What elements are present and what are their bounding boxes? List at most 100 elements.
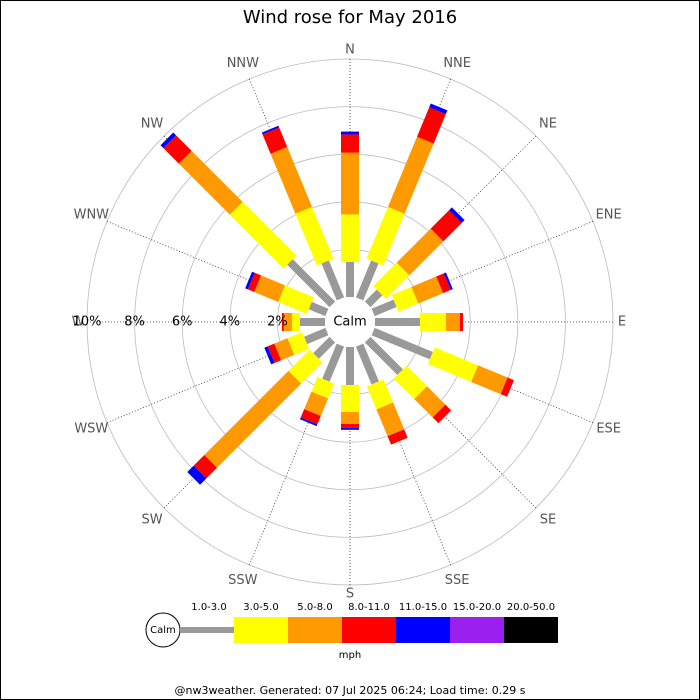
bar-segment	[387, 429, 408, 445]
bar-segment	[281, 313, 284, 331]
bar-segment	[374, 318, 420, 326]
bar-segment	[313, 336, 336, 359]
bar-segment	[204, 370, 302, 468]
bar-segment	[278, 285, 314, 314]
bar-segment	[341, 152, 359, 215]
direction-label: NNE	[443, 56, 471, 71]
bar-segment	[393, 365, 428, 400]
bar-segment	[436, 273, 451, 294]
direction-label: N	[345, 43, 355, 58]
bar-segment	[346, 347, 354, 386]
bar-segment	[373, 262, 410, 299]
bar-segment	[355, 343, 379, 385]
bar-segment	[341, 385, 359, 412]
bar-segment	[430, 210, 462, 242]
direction-label: WSW	[74, 422, 108, 437]
bar-segment	[267, 343, 282, 364]
bar-segment	[411, 276, 444, 304]
bar-segment	[341, 423, 359, 428]
bar-segment	[427, 347, 479, 382]
bar-segment	[308, 301, 329, 317]
bar-segment	[187, 465, 207, 485]
bar-segment	[321, 260, 345, 301]
bar-segment	[396, 228, 444, 276]
y-tick-label: 10%	[73, 315, 102, 330]
bar-segment	[229, 201, 297, 269]
bar-segment	[341, 214, 359, 263]
chart-title: Wind rose for May 2016	[243, 7, 457, 28]
direction-label: S	[346, 587, 354, 602]
legend-swatch	[180, 627, 234, 633]
legend-swatch	[396, 617, 450, 643]
bar-segment	[261, 125, 280, 135]
bar-segment	[366, 206, 405, 266]
bar-segment	[341, 131, 359, 135]
bar-segment	[160, 132, 177, 149]
legend-label: 15.0-20.0	[453, 602, 501, 613]
calm-circle	[325, 297, 375, 347]
legend-swatch	[288, 617, 342, 643]
bar-segment	[287, 259, 336, 308]
legend-calm-label: Calm	[150, 625, 176, 636]
bar-segment	[288, 349, 323, 384]
bar-segment	[254, 275, 286, 302]
direction-label: ENE	[596, 207, 622, 222]
direction-label: ESE	[596, 422, 621, 437]
grid-circle	[134, 106, 566, 538]
bar-segment	[295, 206, 334, 266]
bar-segment	[247, 272, 262, 293]
bar-segment	[443, 272, 453, 291]
bar-segment	[500, 377, 514, 397]
bar-segment	[270, 146, 313, 214]
bar-segment	[264, 346, 275, 365]
bar-segment	[417, 107, 446, 144]
bar-segment	[299, 417, 318, 427]
bar-segment	[300, 409, 321, 425]
direction-label: NE	[539, 117, 557, 132]
direction-label: SSE	[445, 573, 470, 588]
footer: @nw3weather. Generated: 07 Jul 2025 06:2…	[175, 684, 526, 697]
bar-segment	[364, 289, 383, 308]
direction-label: WNW	[74, 207, 110, 222]
legend-label: 8.0-11.0	[348, 602, 390, 613]
direction-label: SW	[141, 512, 162, 527]
bar-segment	[387, 136, 434, 214]
bar-segment	[341, 134, 359, 153]
direction-label: NW	[141, 117, 164, 132]
y-tick-label: 6%	[172, 315, 193, 330]
bar-segment	[419, 313, 446, 331]
bar-segment	[274, 338, 295, 361]
bar-segment	[291, 313, 301, 331]
y-tick-label: 8%	[124, 315, 145, 330]
bar-segment	[371, 299, 397, 317]
y-tick-label: 4%	[219, 315, 240, 330]
bar-segment	[311, 376, 335, 399]
bar-segment	[341, 427, 359, 430]
bar-segment	[283, 313, 292, 331]
legend-label: 20.0-50.0	[507, 602, 555, 613]
bar-segment	[193, 454, 218, 479]
y-tick-label: 2%	[267, 315, 288, 330]
legend-label: 1.0-3.0	[191, 602, 226, 613]
bar-segment	[391, 286, 419, 312]
bar-segment	[448, 207, 465, 224]
direction-label: NNW	[227, 56, 259, 71]
bar-segment	[376, 402, 405, 437]
bar-segment	[163, 135, 192, 164]
legend-swatch	[342, 617, 396, 643]
direction-label: E	[618, 315, 626, 330]
bar-segment	[341, 411, 359, 424]
bar-segment	[245, 271, 255, 290]
bar-segment	[262, 127, 288, 154]
bar-segment	[364, 336, 403, 375]
legend-swatch	[234, 617, 288, 643]
bar-segment	[432, 404, 452, 424]
bar-segment	[178, 150, 243, 215]
unit-label: mph	[339, 650, 361, 661]
bar-segment	[366, 379, 394, 410]
bar-segment	[300, 318, 326, 326]
legend-swatch	[450, 617, 504, 643]
legend-label: 11.0-15.0	[399, 602, 447, 613]
legend-label: 5.0-8.0	[297, 602, 332, 613]
